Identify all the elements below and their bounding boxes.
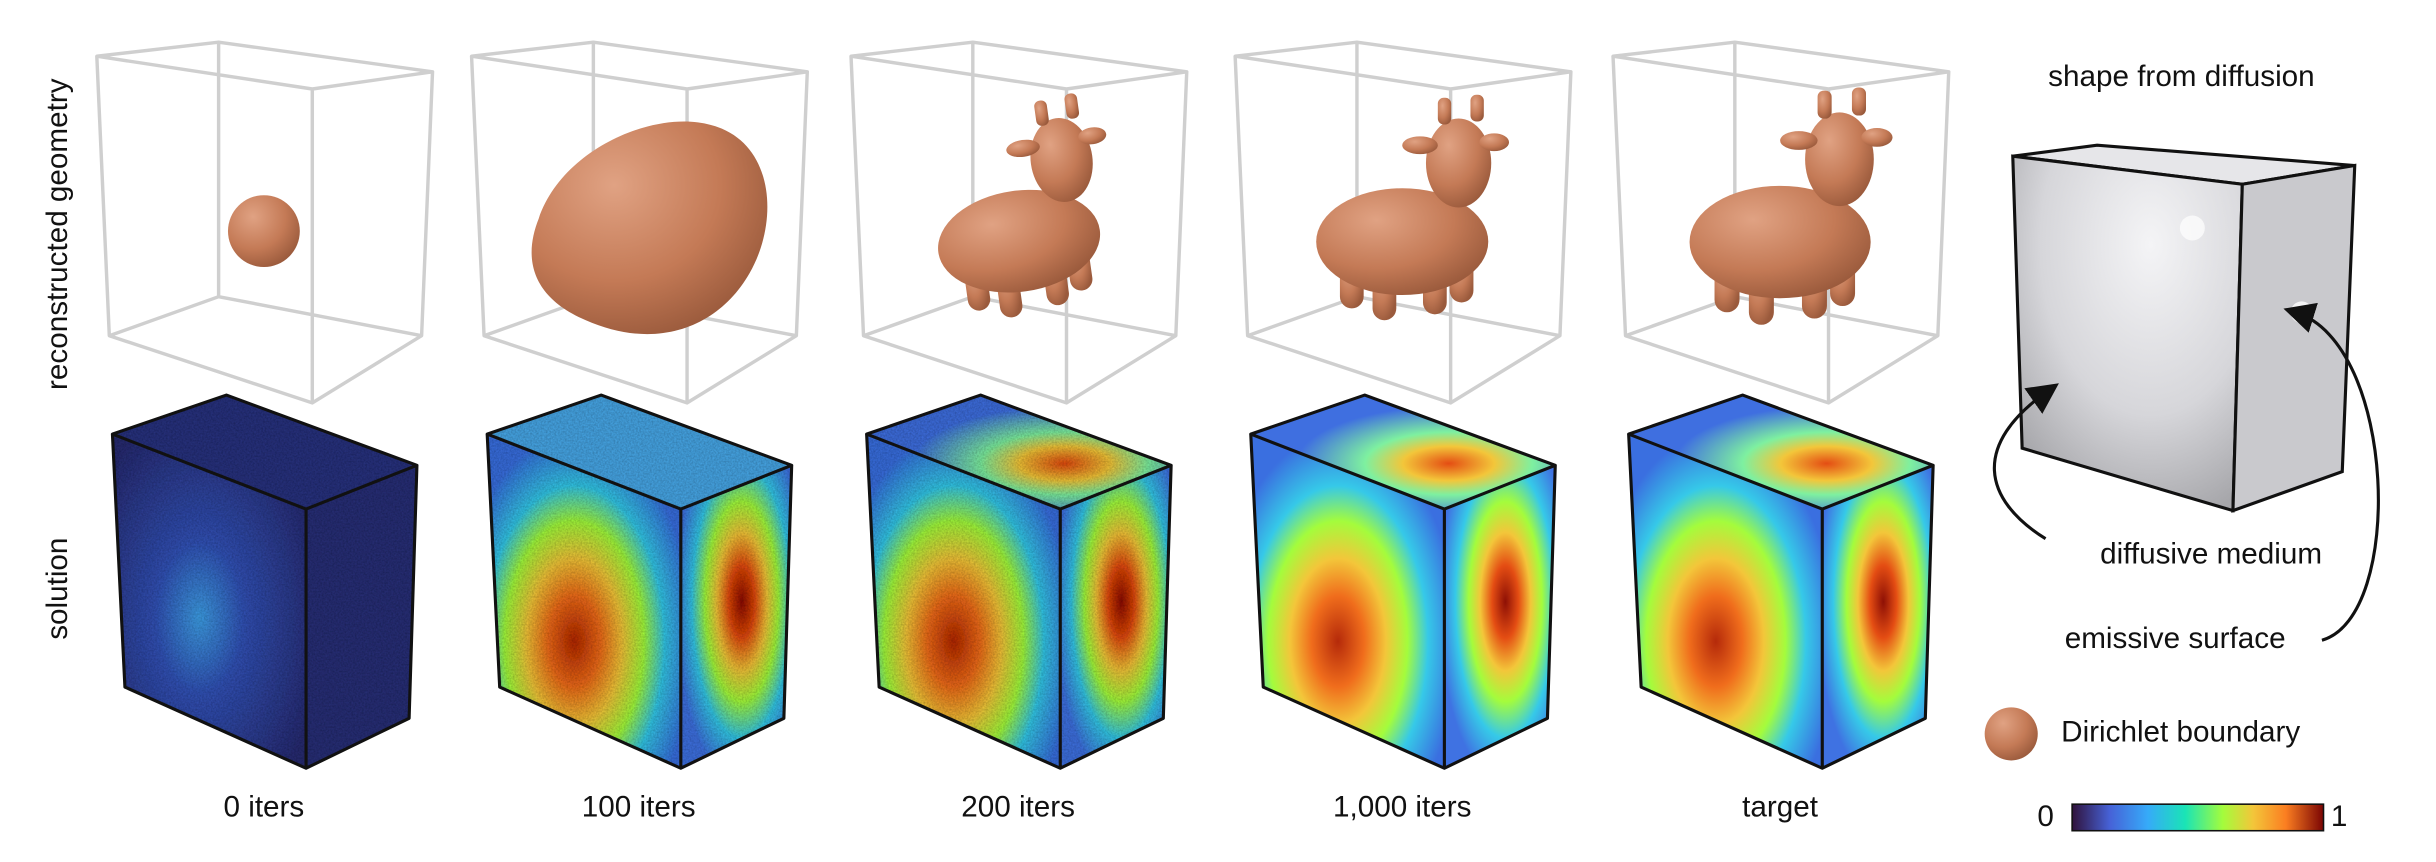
- cow: [1689, 87, 1893, 325]
- cow-horn: [1470, 94, 1484, 122]
- box-edges: [865, 393, 1173, 770]
- cow-ear: [1861, 128, 1893, 147]
- solution-box: [866, 395, 1172, 769]
- column: 200 iters: [849, 40, 1189, 824]
- cow: [938, 93, 1107, 318]
- column: 0 iters: [95, 40, 435, 824]
- box-side: [306, 465, 417, 769]
- column: 1,000 iters: [1233, 40, 1573, 824]
- box-edges: [1627, 393, 1935, 770]
- cow-ear: [1479, 133, 1510, 152]
- cow-head: [1805, 112, 1874, 207]
- row-label: reconstructed geometry: [41, 78, 74, 390]
- legend-label: diffusive medium: [2100, 538, 2322, 571]
- box-side: [1822, 465, 1934, 769]
- box-top: [112, 395, 417, 510]
- box-top: [487, 395, 792, 510]
- cow-horn: [1851, 87, 1866, 116]
- box-front: [112, 434, 307, 769]
- box-top: [1250, 395, 1556, 510]
- cow-horn: [1817, 90, 1832, 119]
- cow-horn: [1034, 100, 1049, 126]
- cow-ear: [1006, 139, 1040, 158]
- bounding-box: [95, 40, 435, 405]
- solution-box: [112, 395, 417, 769]
- colorbar-label: 0: [2037, 800, 2054, 833]
- colorbar: [2071, 803, 2325, 832]
- legend-label: Dirichlet boundary: [2061, 716, 2300, 749]
- cow-body: [1689, 185, 1871, 299]
- blob: [531, 121, 768, 335]
- box-front: [866, 434, 1061, 769]
- arrow: [1992, 383, 2059, 541]
- sphere: [227, 195, 300, 268]
- column-label: 0 iters: [224, 791, 305, 824]
- box-front: [1628, 434, 1823, 769]
- column-label: 200 iters: [961, 791, 1075, 824]
- cow-ear: [1402, 136, 1438, 155]
- cow: [1316, 94, 1510, 321]
- column-label: 1,000 iters: [1333, 791, 1471, 824]
- box-side: [1444, 465, 1556, 769]
- cow-ear: [1078, 127, 1107, 145]
- cow-horn: [1437, 97, 1452, 125]
- cow-body: [938, 189, 1101, 293]
- cow-ear: [1780, 131, 1818, 150]
- box-edges: [485, 393, 794, 770]
- solution-box: [487, 395, 792, 769]
- column: 100 iters: [469, 40, 810, 824]
- solution-box: [1250, 395, 1556, 769]
- box-side: [1060, 465, 1172, 769]
- box-top: [1628, 395, 1934, 510]
- cow-horn: [1064, 93, 1080, 119]
- figure-content: reconstructed geometry solution shape fr…: [41, 40, 2380, 833]
- box-edges: [110, 393, 419, 770]
- row-label: solution: [41, 538, 74, 640]
- legend-title: shape from diffusion: [2048, 60, 2315, 93]
- box-front: [487, 434, 681, 769]
- cow-body: [1316, 188, 1489, 296]
- colorbar-label: 1: [2331, 800, 2348, 833]
- column-label: target: [1742, 791, 1819, 824]
- medium-box: [2011, 143, 2357, 513]
- box-front: [1250, 434, 1445, 769]
- box-top: [866, 395, 1172, 510]
- column-label: 100 iters: [582, 791, 696, 824]
- cow-head: [1425, 118, 1492, 208]
- boundary-swatch: [1984, 707, 2038, 761]
- box-edges: [1249, 393, 1557, 770]
- legend-label: emissive surface: [2065, 622, 2286, 655]
- column: target: [1611, 40, 1951, 824]
- box-side: [680, 465, 792, 769]
- solution-box: [1628, 395, 1934, 769]
- arrow: [2283, 302, 2380, 642]
- cow-head: [1030, 118, 1093, 202]
